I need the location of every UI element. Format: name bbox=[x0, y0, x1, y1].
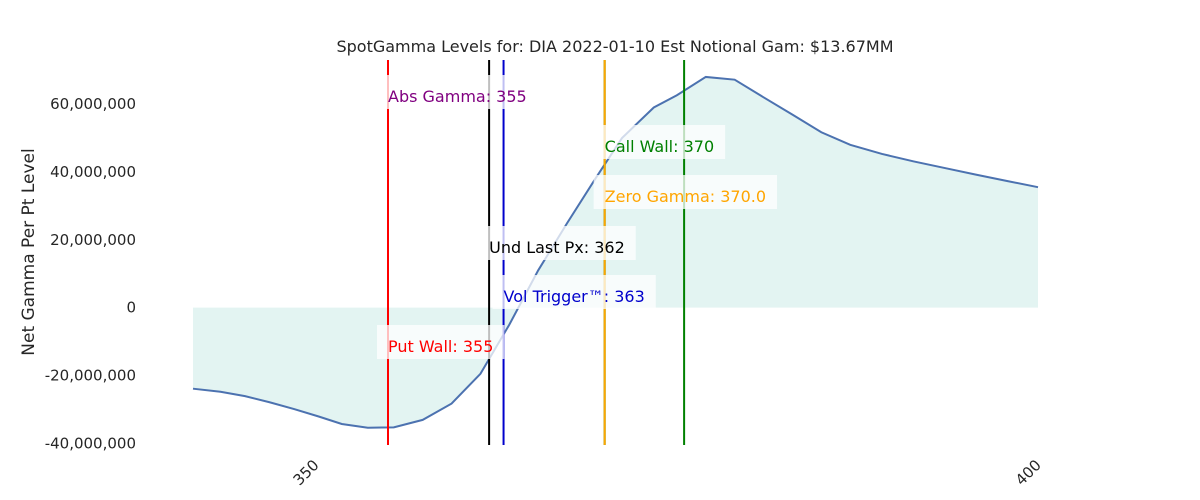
y-tick-label: -20,000,000 bbox=[45, 366, 136, 384]
y-tick-label: 40,000,000 bbox=[50, 163, 136, 181]
level-label-vol-trigger: Vol Trigger™: 363 bbox=[492, 275, 656, 309]
level-label-abs-gamma: Abs Gamma: 355 bbox=[377, 75, 538, 109]
y-tick-label: 0 bbox=[126, 299, 136, 317]
level-label-zero-gamma: Zero Gamma: 370.0 bbox=[593, 175, 778, 209]
level-labels-layer: Abs Gamma: 355 Call Wall: 370 Zero Gamma: … bbox=[377, 75, 778, 359]
level-label-call-wall: Call Wall: 370 bbox=[593, 125, 726, 159]
level-label-und-last-px: Und Last Px: 362 bbox=[478, 226, 636, 260]
label-text: Zero Gamma: 370.0 bbox=[605, 187, 766, 206]
label-text: Call Wall: 370 bbox=[605, 137, 714, 156]
label-background bbox=[377, 75, 538, 109]
y-axis-label: Net Gamma Per Pt Level bbox=[19, 148, 39, 355]
label-background bbox=[492, 275, 656, 309]
x-tick-label: 400 bbox=[1012, 456, 1045, 489]
label-background bbox=[593, 175, 778, 209]
y-ticks-layer: -40,000,000 -20,000,000 0 20,000,000 40,000,… bbox=[45, 95, 136, 452]
label-text: Put Wall: 355 bbox=[388, 337, 493, 356]
x-tick-label: 350 bbox=[290, 456, 323, 489]
y-tick-label: -40,000,000 bbox=[45, 434, 136, 452]
label-background bbox=[377, 325, 505, 359]
label-text: Und Last Px: 362 bbox=[489, 238, 625, 257]
label-background bbox=[593, 125, 726, 159]
chart-title: SpotGamma Levels for: DIA 2022-01-10 Est… bbox=[336, 37, 893, 56]
label-text: Abs Gamma: 355 bbox=[388, 87, 527, 106]
label-background bbox=[478, 226, 636, 260]
y-tick-label: 20,000,000 bbox=[50, 231, 136, 249]
x-ticks-layer: 350 400 bbox=[290, 456, 1045, 489]
y-tick-label: 60,000,000 bbox=[50, 95, 136, 113]
label-text: Vol Trigger™: 363 bbox=[504, 287, 645, 306]
level-label-put-wall: Put Wall: 355 bbox=[377, 325, 505, 359]
